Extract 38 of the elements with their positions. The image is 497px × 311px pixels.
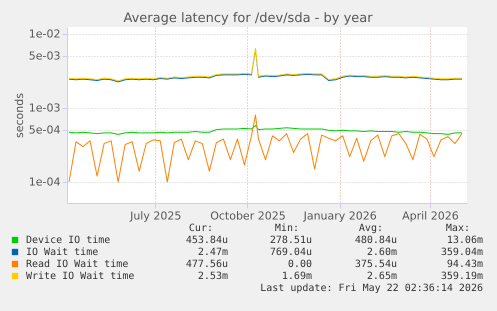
text: 453.84u <box>186 235 228 246</box>
y-tick-label: 1e-02 <box>28 27 60 40</box>
text: 359.19m <box>440 271 483 282</box>
text: 13.06m <box>446 235 483 246</box>
legend-label: IO Wait time <box>26 247 98 258</box>
text: 2.65m <box>366 271 397 282</box>
text: Avg: <box>358 223 383 234</box>
y-tick-label: 1e-03 <box>28 101 60 114</box>
text: Last update: Fri May 22 02:36:14 2026 <box>260 283 483 294</box>
legend-label: Device IO time <box>26 235 110 246</box>
text: 2.53m <box>198 271 228 282</box>
text: 94.43m <box>446 259 483 270</box>
x-tick-label: April 2026 <box>402 210 459 222</box>
text: 2.47m <box>198 247 228 258</box>
y-tick-label: 5e-04 <box>28 124 60 137</box>
x-tick-label: January 2026 <box>302 210 377 222</box>
text: 375.54u <box>354 259 397 270</box>
text: 2.60m <box>366 247 397 258</box>
legend-label: Write IO Wait time <box>26 271 134 282</box>
line-series <box>68 124 462 135</box>
text: 0.00 <box>288 259 312 270</box>
x-tick-label: October 2025 <box>210 210 286 222</box>
text: 278.51u <box>270 235 312 246</box>
legend-label: Read IO Wait time <box>26 259 128 270</box>
line-series <box>68 114 462 182</box>
y-axis-title: seconds <box>12 92 26 138</box>
text: Min: <box>274 223 299 234</box>
text: Cur: <box>188 223 213 234</box>
text: 480.84u <box>354 235 397 246</box>
text: 359.04m <box>440 247 483 258</box>
text: 769.04u <box>270 247 312 258</box>
chart-title: Average latency for /dev/sda - by year <box>123 11 374 26</box>
text: 1.69m <box>282 271 312 282</box>
y-tick-label: 1e-04 <box>28 175 60 188</box>
x-tick-label: July 2025 <box>129 210 182 222</box>
y-tick-label: 5e-03 <box>28 50 60 63</box>
text: Max: <box>446 223 470 234</box>
text: 477.56u <box>186 259 228 270</box>
